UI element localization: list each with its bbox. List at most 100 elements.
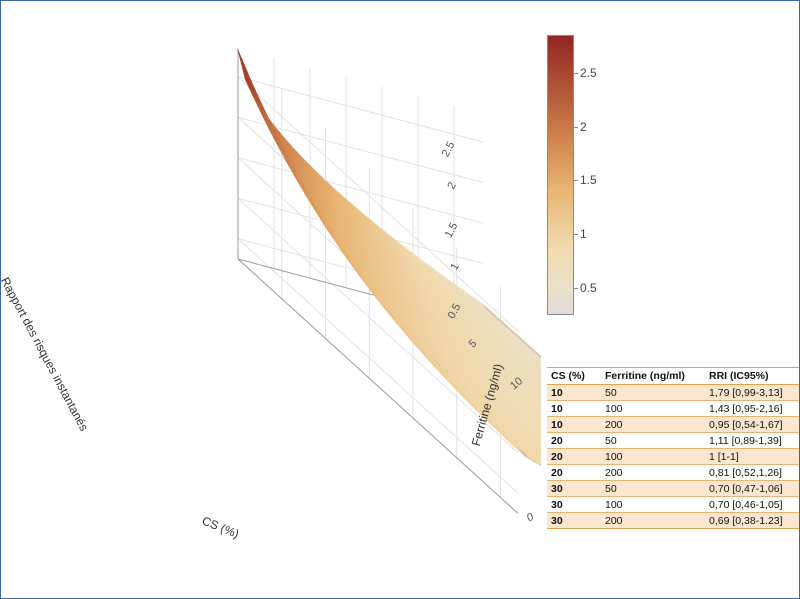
surface-cell: [526, 425, 541, 438]
surface-cell: [531, 375, 541, 386]
colorbar-tick-label: 1: [580, 227, 587, 242]
cell-ferritine: 50: [601, 432, 705, 449]
surface-cell: [538, 421, 541, 425]
tick-label-z: 1.5: [443, 221, 461, 240]
table-header-row: CS (%) Ferritine (ng/ml) RRI (IC95%): [547, 367, 799, 385]
cell-rri: 0,81 [0,52,1,26]: [705, 464, 799, 481]
header-ferritine: Ferritine (ng/ml): [601, 367, 705, 385]
gridline-z: [237, 238, 519, 494]
cell-rri: 0,95 [0,54-1,67]: [705, 416, 799, 433]
cell-rri: 0,70 [0,47-1,06]: [705, 480, 799, 497]
cell-ferritine: 200: [601, 512, 705, 529]
tick-label-z: 1: [448, 261, 461, 272]
surface-cell: [530, 456, 541, 467]
surface-cell: [539, 363, 541, 366]
surface-cell: [529, 452, 541, 463]
surface-cell: [528, 388, 541, 400]
surface-cell: [536, 391, 541, 398]
cell-cs: 10: [547, 384, 601, 401]
cell-ferritine: 100: [601, 448, 705, 465]
colorbar-tick-mark: [574, 126, 578, 128]
cell-rri: 1,79 [0,99-3,13]: [705, 384, 799, 401]
axis-title-x: CS (%): [200, 514, 241, 541]
surface-cell: [539, 426, 541, 429]
cell-ferritine: 50: [601, 384, 705, 401]
cell-cs: 20: [547, 448, 601, 465]
surface-cell: [531, 418, 541, 428]
header-cs: CS (%): [547, 367, 601, 385]
surface-cell: [534, 386, 541, 394]
cell-rri: 1 [1-1]: [705, 448, 799, 465]
surface-cell: [535, 369, 541, 375]
surface-cell: [530, 394, 541, 404]
cell-ferritine: 100: [601, 496, 705, 513]
axis-line: [237, 258, 519, 514]
surface-cell: [527, 383, 541, 395]
surface-cell: [528, 431, 541, 442]
surface-cell: [539, 402, 541, 405]
header-rri: RRI (IC95%): [705, 367, 799, 385]
surface-plot: 0.511.522.551015202530350501001502002503…: [1, 48, 541, 541]
surface-cell: [532, 399, 541, 409]
surface-cell: [527, 407, 541, 419]
cell-rri: 1,11 [0,89-1,39]: [705, 432, 799, 449]
cell-ferritine: 200: [601, 464, 705, 481]
surface-cell: [237, 49, 255, 99]
gridline-z: [237, 76, 519, 332]
cell-rri: 0,70 [0,46-1,05]: [705, 496, 799, 513]
surface-edge: [482, 304, 541, 359]
surface-cell: [525, 420, 541, 433]
surface-cell: [527, 447, 541, 459]
surface-cell: [536, 354, 541, 360]
surface-cell: [540, 384, 541, 386]
surface-cell: [533, 381, 541, 390]
surface-cell: [525, 356, 541, 369]
colorbar: 0.5 1 1.5 2 2.5: [547, 35, 607, 315]
cell-ferritine: 50: [601, 480, 705, 497]
table-row: 10 200 0,95 [0,54-1,67]: [547, 416, 799, 433]
colorbar-tick-mark: [574, 234, 578, 236]
colorbar-tick-label: 0.5: [580, 281, 597, 296]
cell-cs: 30: [547, 480, 601, 497]
cell-cs: 10: [547, 416, 601, 433]
surface-cell: [537, 439, 541, 444]
colorbar-tick-label: 1.5: [580, 173, 597, 188]
surface-cell: [537, 397, 541, 401]
surface-cell: [528, 365, 541, 377]
colorbar-gradient: [547, 35, 574, 315]
tick-label-y: 0: [526, 511, 535, 524]
tick-label-z: 2.5: [440, 140, 458, 159]
table-row: 20 50 1,11 [0,89-1,39]: [547, 432, 799, 449]
surface-cell: [524, 396, 541, 409]
gridline-z: [237, 197, 519, 454]
surface-cell: [530, 355, 541, 365]
cell-cs: 20: [547, 432, 601, 449]
cell-ferritine: 100: [601, 400, 705, 417]
colorbar-tick-mark: [574, 180, 578, 182]
surface-cell: [534, 364, 541, 372]
table-row: 30 50 0,70 [0,47-1,06]: [547, 480, 799, 497]
rri-table: CS (%) Ferritine (ng/ml) RRI (IC95%) 10 …: [547, 367, 799, 529]
colorbar-tick-mark: [574, 72, 578, 74]
table-row: 30 200 0,69 [0,38-1.23]: [547, 512, 799, 529]
surface-cell: [525, 443, 541, 455]
gridline-z: [237, 116, 483, 184]
surface-cell: [535, 410, 541, 417]
surface-cell: [538, 358, 541, 363]
surface-cell: [529, 412, 541, 423]
surface-cell: [533, 446, 541, 455]
surface-cell: [534, 451, 541, 458]
gridline-z: [237, 157, 483, 224]
surface-cell: [530, 436, 541, 447]
surface-cell: [526, 401, 541, 414]
surface-cell: [533, 404, 541, 413]
surface-cell: [526, 360, 541, 373]
cell-ferritine: 200: [601, 416, 705, 433]
surface-mesh: [237, 49, 541, 467]
cell-cs: 30: [547, 496, 601, 513]
surface-cell: [531, 441, 541, 451]
cell-cs: 20: [547, 464, 601, 481]
table-row: 30 100 0,70 [0,46-1,05]: [547, 496, 799, 513]
surface-cell: [536, 456, 541, 461]
